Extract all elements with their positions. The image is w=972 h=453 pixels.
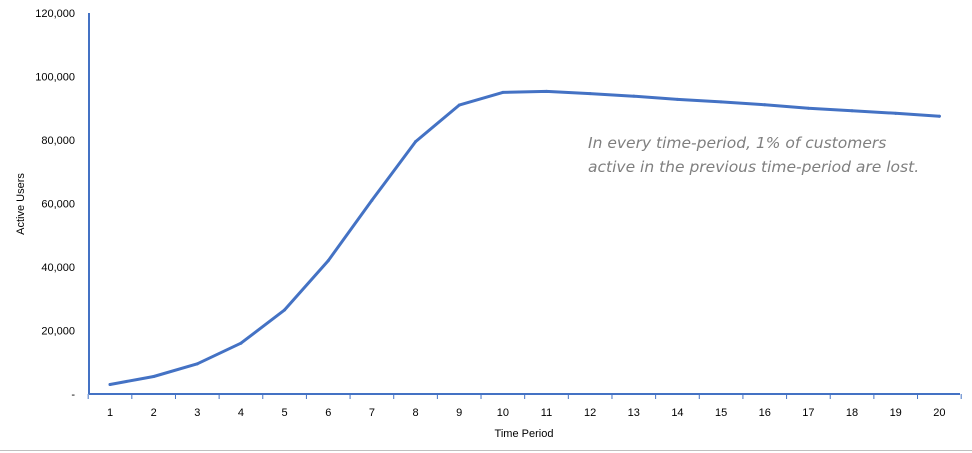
x-tick-label: 18 — [846, 407, 858, 419]
data-point — [632, 94, 636, 98]
x-tick-label: 20 — [933, 407, 945, 419]
data-point — [195, 362, 199, 366]
x-tick-label: 6 — [325, 407, 331, 419]
series-points — [108, 89, 941, 386]
data-point — [283, 308, 287, 312]
x-tick-label: 10 — [497, 407, 509, 419]
x-tick-label: 9 — [456, 407, 462, 419]
x-tick-label: 17 — [802, 407, 814, 419]
data-point — [894, 111, 898, 115]
x-tick-label: 3 — [194, 407, 200, 419]
annotation-line-1: In every time-period, 1% of customers — [588, 134, 886, 152]
data-point — [457, 103, 461, 107]
y-tick-label: - — [71, 389, 75, 401]
x-tick-label: 19 — [890, 407, 902, 419]
x-tick-label: 12 — [584, 407, 596, 419]
y-axis-title: Active Users — [15, 173, 27, 235]
x-tick-label: 4 — [238, 407, 244, 419]
data-point — [239, 341, 243, 345]
annotation-line-2: active in the previous time-period are l… — [588, 158, 919, 176]
y-tick-label: 100,000 — [35, 72, 75, 84]
x-tick-label: 5 — [282, 407, 288, 419]
x-tick-label: 2 — [151, 407, 157, 419]
x-axis-tick-marks — [87, 394, 962, 399]
data-point — [675, 97, 679, 101]
y-axis-ticks: - 20,000 40,000 60,000 80,000 100,000 120,000 — [35, 8, 75, 401]
data-point — [763, 103, 767, 107]
x-tick-label: 15 — [715, 407, 727, 419]
data-point — [806, 106, 810, 110]
y-tick-label: 120,000 — [35, 8, 75, 20]
x-tick-label: 1 — [107, 407, 113, 419]
data-point — [108, 382, 112, 386]
x-axis-title: Time Period — [495, 428, 554, 440]
data-point — [937, 114, 941, 118]
data-point — [414, 140, 418, 144]
x-tick-label: 16 — [759, 407, 771, 419]
bottom-divider — [0, 450, 972, 451]
y-tick-label: 40,000 — [41, 262, 75, 274]
x-tick-label: 8 — [412, 407, 418, 419]
series-line-active-users — [108, 89, 941, 386]
y-tick-label: 20,000 — [41, 326, 75, 338]
y-tick-label: 60,000 — [41, 199, 75, 211]
data-point — [370, 198, 374, 202]
data-point — [152, 375, 156, 379]
data-point — [545, 89, 548, 93]
data-point — [326, 259, 330, 263]
data-point — [588, 92, 592, 96]
data-point — [501, 90, 505, 94]
data-point — [850, 109, 854, 113]
x-tick-label: 13 — [628, 407, 640, 419]
x-tick-label: 14 — [671, 407, 683, 419]
data-point — [719, 100, 723, 104]
x-axis-ticks: 1 2 3 4 5 6 7 8 9 10 11 12 13 14 15 16 17 18 19 20 — [107, 407, 946, 419]
x-tick-label: 11 — [541, 407, 552, 419]
y-tick-label: 80,000 — [41, 135, 75, 147]
x-tick-label: 7 — [369, 407, 375, 419]
